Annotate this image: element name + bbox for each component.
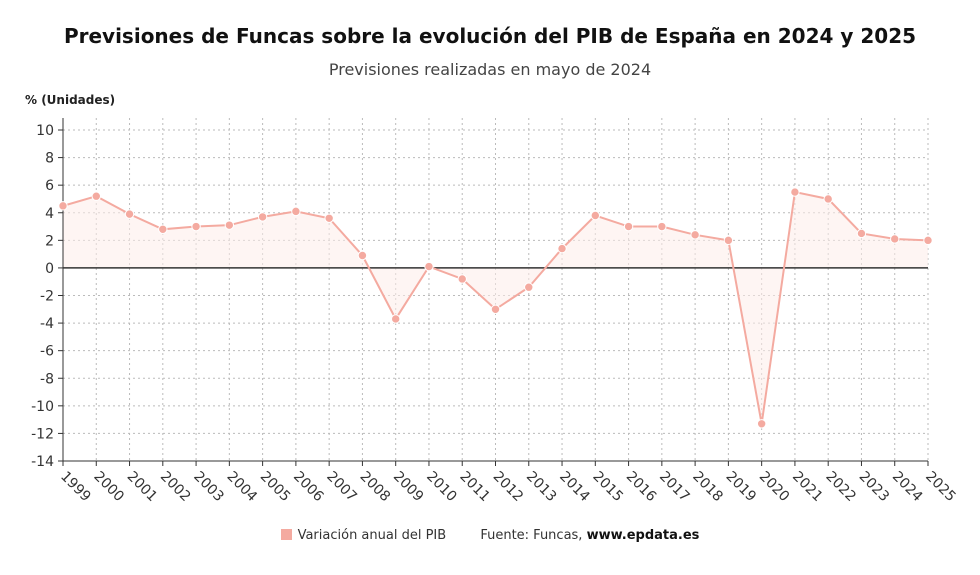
x-tick-label: 2010 [423, 469, 460, 506]
data-point [490, 304, 501, 314]
x-tick-label: 1999 [57, 469, 94, 506]
data-point [790, 187, 800, 197]
data-point [557, 243, 567, 254]
y-tick-label: 4 [45, 206, 54, 222]
data-point [856, 228, 867, 239]
data-point [291, 206, 301, 217]
x-tick-label: 2013 [523, 469, 560, 506]
data-point [58, 201, 68, 211]
x-tick-label: 2019 [723, 469, 760, 506]
chart-subtitle: Previsiones realizadas en mayo de 2024 [328, 60, 652, 79]
data-point [191, 221, 201, 232]
data-point [823, 194, 833, 204]
x-tick-label: 2001 [124, 469, 161, 506]
data-point [257, 212, 268, 222]
x-tick-label: 2024 [889, 469, 926, 506]
y-tick-label: -12 [31, 426, 54, 442]
data-point [756, 419, 767, 429]
x-tick-label: 2011 [456, 469, 493, 506]
source-label: Fuente: Funcas, [480, 528, 583, 543]
y-tick-label: 2 [45, 233, 54, 249]
x-tick-label: 2020 [756, 469, 793, 506]
x-tick-label: 2015 [589, 469, 626, 506]
data-point [690, 230, 700, 240]
chart-title: Previsiones de Funcas sobre la evolución… [63, 24, 917, 48]
y-tick-label: -14 [31, 454, 54, 470]
x-tick-label: 2021 [789, 469, 826, 506]
y-tick-labels: 10 8 6 4 2 0 -2 -4 -6 -8 -10 -12 -14 [31, 123, 54, 470]
y-tick-label: 6 [45, 178, 54, 194]
y-tick-label: -2 [40, 289, 54, 305]
x-tick-label: 2003 [190, 469, 227, 506]
y-axis-label: % (Unidades) [25, 93, 116, 107]
y-tick-label: 8 [45, 151, 54, 167]
x-tick-label: 2016 [623, 469, 660, 506]
x-tick-label: 2018 [689, 469, 726, 506]
legend: Variación anual del PIB Fuente: Funcas, … [0, 528, 980, 543]
data-point [723, 235, 734, 246]
x-tick-label: 2008 [357, 469, 394, 506]
x-tick-label: 2012 [490, 469, 527, 506]
x-tick-label: 2009 [390, 469, 427, 506]
y-tick-label: 10 [36, 123, 54, 139]
y-tick-label: -4 [40, 316, 54, 332]
data-point [158, 224, 168, 235]
y-tick-label: -8 [40, 371, 54, 387]
data-point [324, 213, 334, 223]
y-tick-label: 0 [45, 261, 54, 277]
y-tick-label: -6 [40, 344, 54, 360]
source-link[interactable]: www.epdata.es [586, 528, 700, 543]
series-points [58, 187, 933, 429]
x-tick-label: 2004 [224, 469, 261, 506]
x-tick-label: 2006 [290, 469, 327, 506]
x-tick-label: 2023 [856, 469, 893, 506]
data-point [923, 235, 933, 246]
legend-swatch [280, 529, 292, 540]
data-point [590, 210, 601, 221]
data-point [623, 221, 634, 232]
data-point [390, 314, 401, 324]
data-point [424, 261, 434, 272]
data-point [224, 220, 235, 230]
data-point [91, 191, 101, 201]
legend-series-label: Variación anual del PIB [297, 528, 447, 543]
x-tick-label: 2025 [922, 469, 959, 506]
x-tick-labels: 1999200020012002200320042005200620072008… [57, 469, 959, 506]
y-tick-label: -10 [31, 399, 54, 415]
x-tick-label: 2000 [90, 469, 127, 506]
x-tick-label: 2014 [556, 469, 593, 506]
data-point [524, 282, 534, 292]
data-point [457, 274, 467, 284]
x-tick-label: 2002 [157, 469, 194, 506]
data-point [890, 234, 900, 244]
x-tick-label: 2005 [257, 469, 294, 506]
data-point [124, 209, 135, 219]
data-point [357, 250, 368, 261]
x-tick-label: 2007 [323, 469, 360, 506]
data-point [657, 221, 667, 232]
x-tick-label: 2022 [822, 469, 859, 506]
x-tick-label: 2017 [656, 469, 693, 506]
